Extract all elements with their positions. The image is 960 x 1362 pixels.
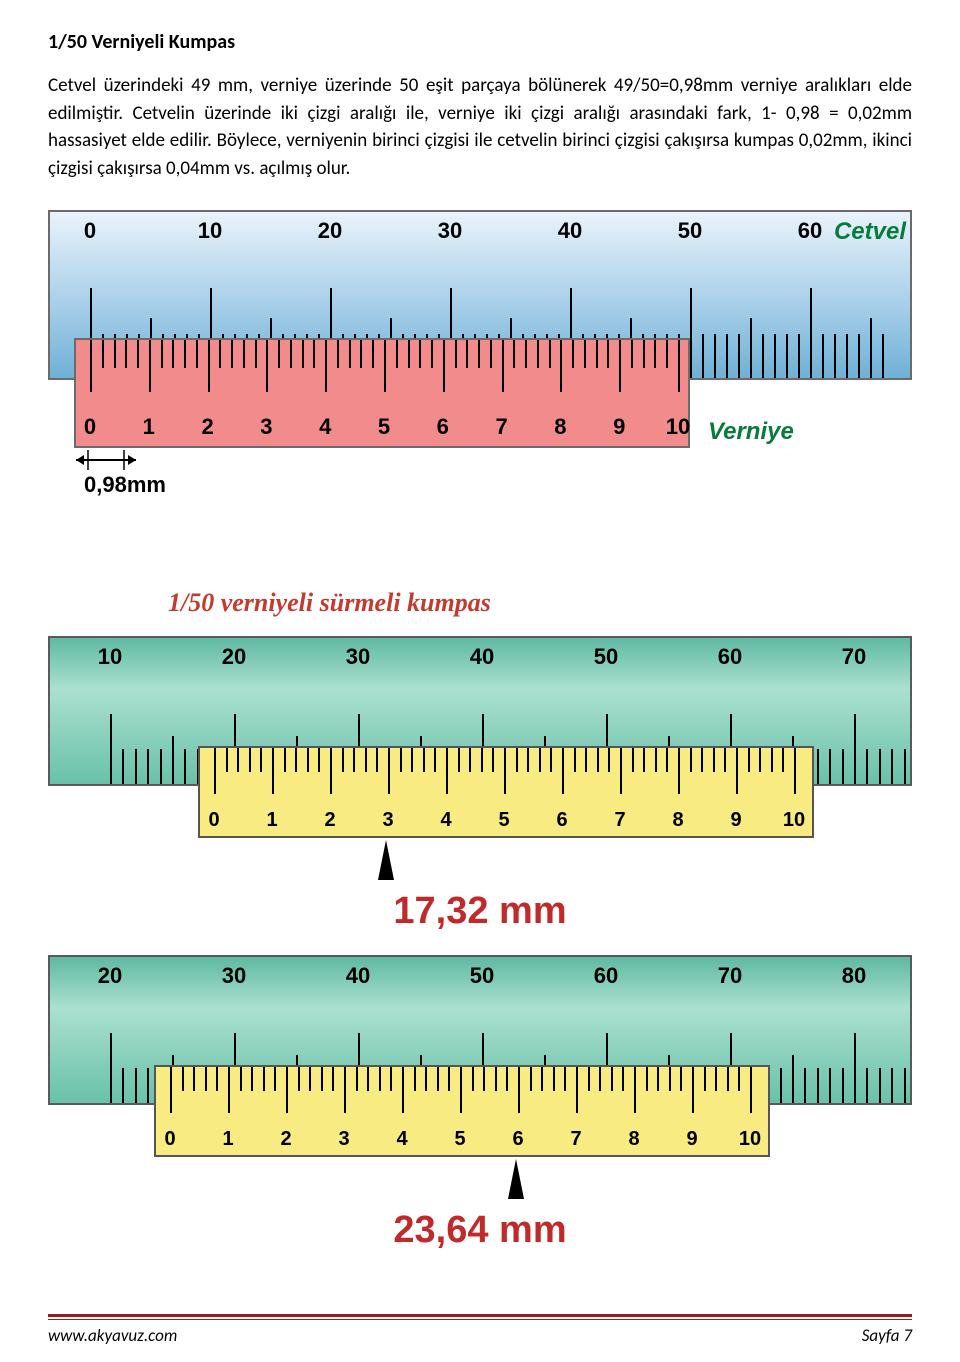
- footer-url: www.akyavuz.com: [48, 1325, 177, 1346]
- alignment-arrow-icon: [378, 840, 394, 880]
- footer-rule: [48, 1314, 912, 1320]
- page-title: 1/50 Verniyeli Kumpas: [48, 30, 912, 54]
- alignment-arrow-icon: [508, 1159, 524, 1199]
- fig1-vernier: 012345678910: [74, 338, 690, 448]
- footer: www.akyavuz.com Sayfa 7: [48, 1325, 912, 1346]
- footer-page: Sayfa 7: [862, 1325, 912, 1346]
- figure-2: 10203040506070 012345678910: [48, 636, 912, 896]
- intro-paragraph: Cetvel üzerindeki 49 mm, verniye üzerind…: [48, 72, 912, 182]
- gap-label: 0,98mm: [84, 472, 166, 498]
- figure1-caption: 1/50 verniyeli sürmeli kumpas: [168, 588, 912, 618]
- fig3-vernier: 012345678910: [154, 1065, 770, 1157]
- figure-3: 20304050607080 012345678910: [48, 955, 912, 1215]
- reading-2: 17,32 mm: [48, 890, 912, 933]
- main-scale-label: Cetvel: [834, 218, 906, 246]
- figure-1: 0102030405060 Cetvel 012345678910 Verniy…: [48, 210, 912, 530]
- gap-arrow-icon: [74, 450, 144, 470]
- fig2-vernier: 012345678910: [198, 746, 814, 838]
- vernier-label: Verniye: [708, 418, 794, 446]
- reading-3: 23,64 mm: [48, 1209, 912, 1252]
